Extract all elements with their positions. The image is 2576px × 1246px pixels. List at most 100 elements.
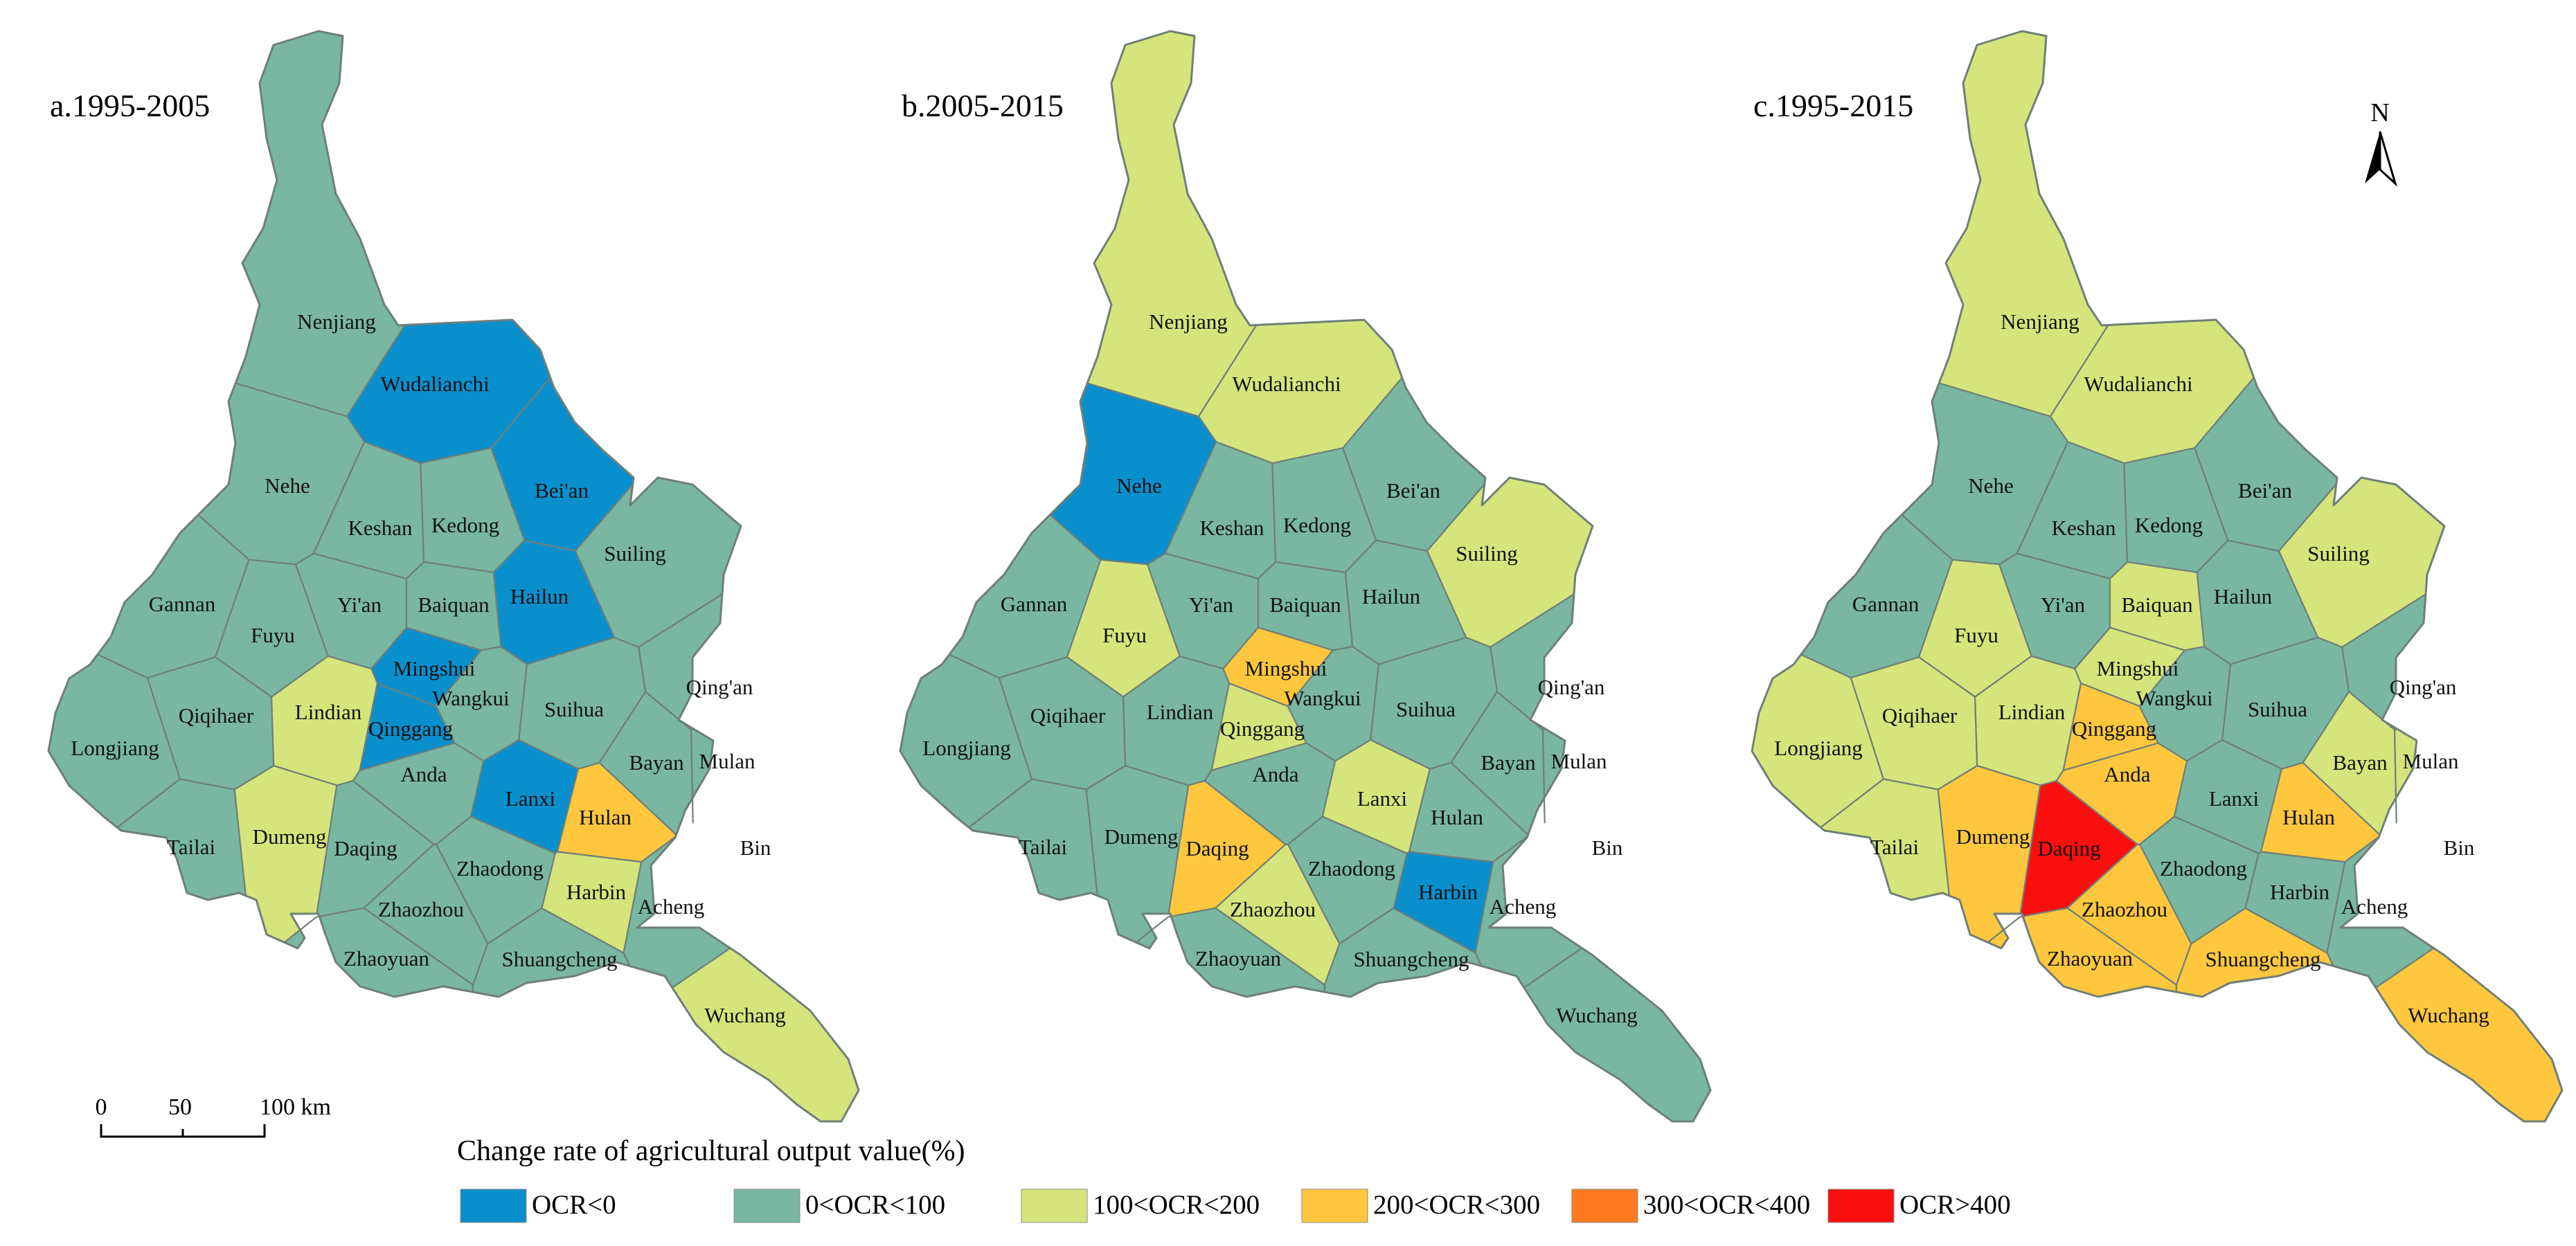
region-label-bin: Bin (2444, 836, 2475, 860)
region-label-kedong: Kedong (431, 513, 499, 537)
region-label-anda: Anda (400, 762, 447, 786)
region-label-yi-an: Yi'an (337, 593, 382, 617)
region-label-bin: Bin (1592, 836, 1623, 860)
region-label-zhaozhou: Zhaozhou (2082, 897, 2167, 921)
region-label-kedong: Kedong (1283, 513, 1351, 537)
region-label-wuchang: Wuchang (704, 1003, 786, 1027)
region-label-qiqihaer: Qiqihaer (1882, 703, 1958, 728)
region-label-lindian: Lindian (295, 700, 362, 724)
region-label-nehe: Nehe (265, 473, 310, 498)
region-label-bei-an: Bei'an (1386, 478, 1440, 503)
legend-title: Change rate of agricultural output value… (457, 1135, 965, 1167)
scale-bar: 0 50 100 km (96, 1094, 331, 1138)
region-label-qing-an: Qing'an (2390, 675, 2457, 699)
region-label-suiling: Suiling (1456, 541, 1518, 566)
region-label-yi-an: Yi'an (1189, 593, 1234, 617)
legend-item-200-ocr-300: 200<OCR<300 (1301, 1189, 1540, 1223)
region-label-wudalianchi: Wudalianchi (380, 372, 490, 396)
north-arrow-right-half (2379, 131, 2397, 187)
legend-swatch (1827, 1189, 1895, 1223)
region-label-zhaozhou: Zhaozhou (378, 897, 464, 921)
region-label-wangkui: Wangkui (1284, 686, 1361, 710)
region-label-wuchang: Wuchang (1556, 1003, 1638, 1027)
region-label-gannan: Gannan (1852, 592, 1920, 616)
region-label-lanxi: Lanxi (2209, 786, 2260, 811)
scale-tick-label-50: 50 (168, 1094, 192, 1120)
region-mulan (690, 728, 715, 824)
scale-bar-line (100, 1124, 266, 1138)
region-label-harbin: Harbin (566, 880, 627, 904)
region-label-bei-an: Bei'an (535, 478, 589, 503)
region-label-acheng: Acheng (638, 894, 704, 919)
region-label-suiling: Suiling (604, 541, 666, 566)
region-label-wudalianchi: Wudalianchi (1232, 372, 1341, 396)
region-label-mingshui: Mingshui (393, 656, 476, 680)
region-label-qinggang: Qinggang (368, 716, 453, 741)
region-label-hulan: Hulan (1431, 805, 1483, 829)
legend: Change rate of agricultural output value… (457, 1135, 2011, 1223)
region-label-qing-an: Qing'an (1538, 675, 1605, 699)
legend-item-300-ocr-400: 300<OCR<400 (1571, 1189, 1810, 1223)
legend-item-0-ocr-100: 0<OCR<100 (733, 1189, 945, 1223)
legend-label: 0<OCR<100 (805, 1190, 945, 1220)
legend-swatch (1571, 1189, 1638, 1223)
map-panels: a.1995-2005 Nenjiang Wudalianchi Nehe Bei'an… (47, 30, 2564, 1123)
region-label-mingshui: Mingshui (2097, 656, 2179, 680)
region-label-mingshui: Mingshui (1245, 656, 1327, 680)
region-label-fuyu: Fuyu (1954, 623, 1998, 647)
region-label-anda: Anda (2104, 762, 2150, 786)
north-arrow-label: N (2370, 98, 2389, 127)
region-label-acheng: Acheng (2341, 894, 2408, 919)
legend-label: OCR>400 (1899, 1190, 2011, 1220)
region-label-nenjiang: Nenjiang (297, 309, 376, 334)
region-label-harbin: Harbin (1418, 880, 1478, 904)
region-label-lanxi: Lanxi (1357, 786, 1408, 811)
region-mulan (2393, 728, 2418, 824)
region-label-zhaoyuan: Zhaoyuan (343, 946, 429, 970)
region-label-lindian: Lindian (1147, 700, 1214, 724)
region-label-nenjiang: Nenjiang (1149, 309, 1228, 334)
legend-label: 200<OCR<300 (1373, 1190, 1540, 1220)
region-label-zhaoyuan: Zhaoyuan (1195, 946, 1281, 970)
panel-title: a.1995-2005 (50, 88, 210, 123)
region-label-wuchang: Wuchang (2408, 1003, 2489, 1027)
region-label-yi-an: Yi'an (2041, 593, 2086, 617)
region-label-kedong: Kedong (2135, 513, 2203, 537)
region-label-keshan: Keshan (2052, 516, 2116, 540)
legend-label: 100<OCR<200 (1093, 1190, 1260, 1220)
region-label-fuyu: Fuyu (1102, 623, 1147, 647)
legend-item-100-ocr-200: 100<OCR<200 (1021, 1189, 1260, 1223)
north-arrow: N (2365, 98, 2397, 187)
region-label-zhaodong: Zhaodong (2160, 856, 2247, 881)
region-label-daqing: Daqing (1186, 836, 1249, 860)
region-label-zhaodong: Zhaodong (456, 856, 544, 881)
region-label-daqing: Daqing (2037, 836, 2100, 860)
region-label-keshan: Keshan (1200, 516, 1264, 540)
legend-swatch (1021, 1189, 1088, 1223)
panel-title: b.2005-2015 (902, 88, 1064, 123)
region-label-wudalianchi: Wudalianchi (2084, 372, 2193, 396)
region-label-suihua: Suihua (2248, 697, 2307, 721)
region-label-lanxi: Lanxi (506, 786, 556, 811)
region-label-longjiang: Longjiang (922, 736, 1010, 760)
region-label-lindian: Lindian (1998, 700, 2066, 724)
region-label-nenjiang: Nenjiang (2001, 309, 2079, 334)
region-label-wangkui: Wangkui (432, 686, 510, 710)
region-label-qiqihaer: Qiqihaer (179, 703, 254, 728)
region-label-nehe: Nehe (1968, 473, 2013, 498)
region-label-tailai: Tailai (1019, 835, 1068, 859)
legend-label: OCR<0 (532, 1190, 616, 1220)
region-label-dumeng: Dumeng (1104, 824, 1179, 849)
region-label-zhaozhou: Zhaozhou (1230, 897, 1316, 921)
legend-item-ocr-0: OCR<0 (460, 1189, 616, 1223)
region-label-bayan: Bayan (629, 750, 684, 775)
region-label-tailai: Tailai (1870, 835, 1920, 859)
region-label-dumeng: Dumeng (253, 824, 327, 849)
region-label-shuangcheng: Shuangcheng (2205, 947, 2320, 971)
legend-swatch (733, 1189, 800, 1223)
region-label-suiling: Suiling (2307, 541, 2370, 566)
region-label-acheng: Acheng (1490, 894, 1556, 919)
region-label-hailun: Hailun (510, 584, 569, 608)
region-label-bayan: Bayan (1481, 750, 1536, 775)
